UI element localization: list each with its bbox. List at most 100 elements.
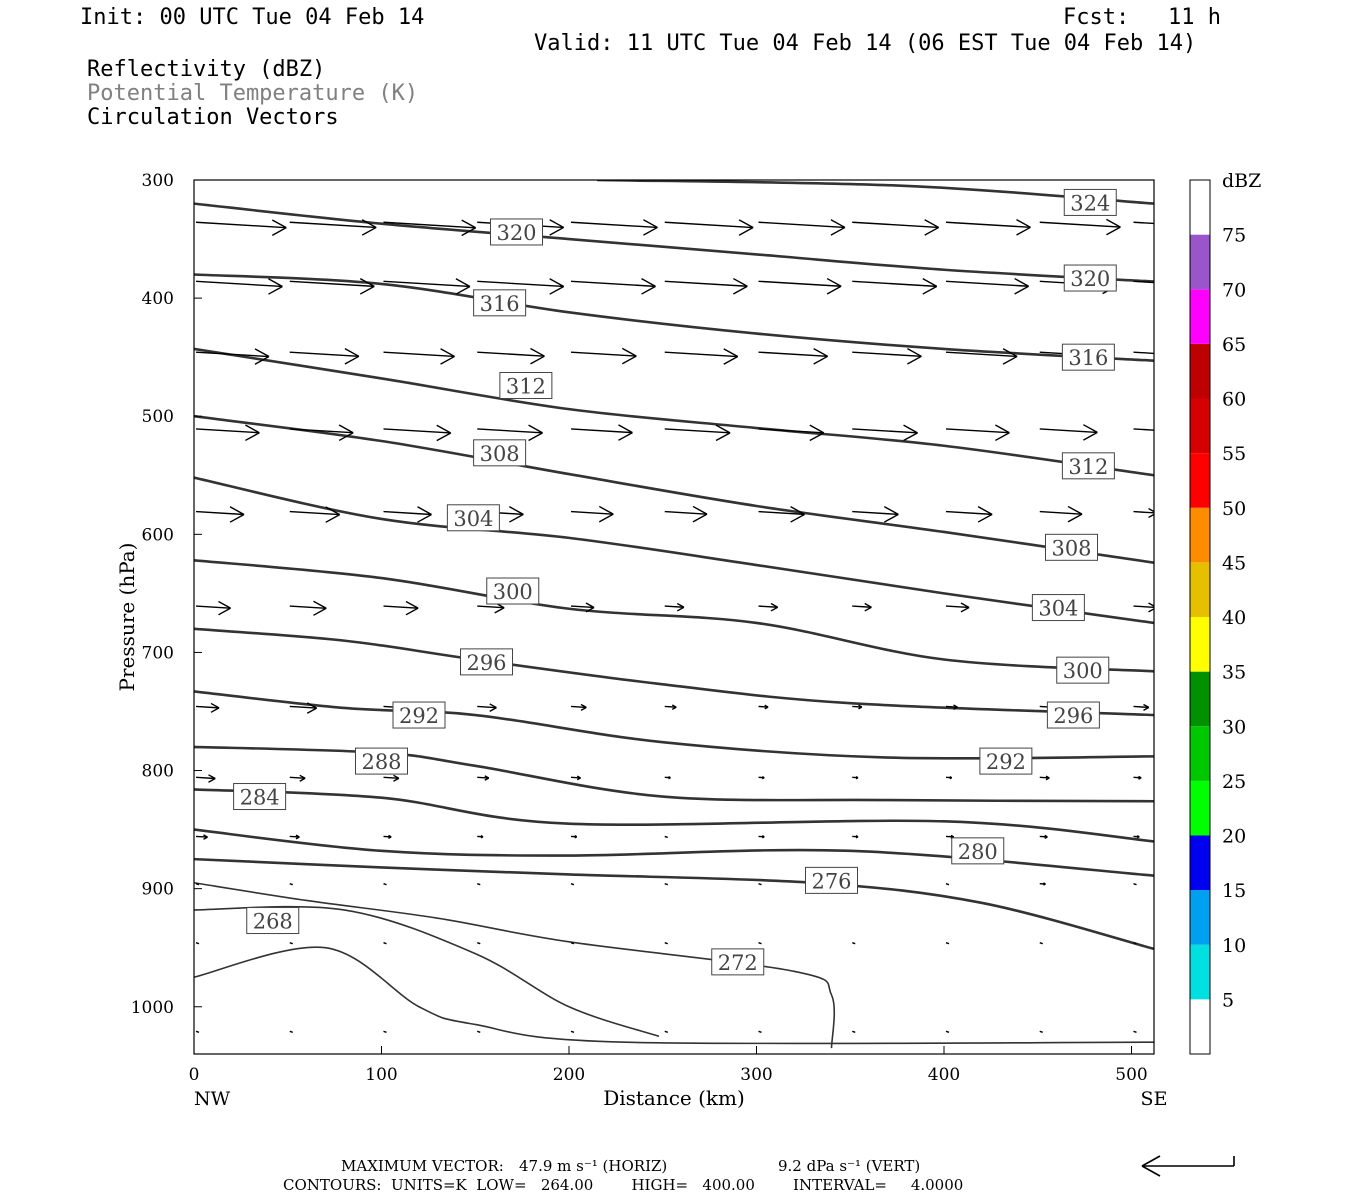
vector-head xyxy=(1173,432,1187,440)
circulation-vector xyxy=(383,348,455,365)
vector-head xyxy=(440,348,455,358)
vector-head xyxy=(903,432,918,442)
circulation-vector xyxy=(945,219,1031,236)
theta-contour-292 xyxy=(194,690,1154,760)
vector-shaft xyxy=(852,428,918,434)
circulation-vector xyxy=(1039,424,1098,441)
vector-shaft xyxy=(477,776,489,779)
vector-head xyxy=(855,836,859,839)
vector-shaft xyxy=(852,351,922,358)
vector-shaft xyxy=(852,942,856,945)
vector-shaft xyxy=(195,1030,200,1033)
circulation-vector xyxy=(1133,1030,1137,1033)
vector-shaft xyxy=(570,705,587,709)
vector-head xyxy=(359,278,375,287)
vector-head xyxy=(417,506,432,516)
vector-shaft xyxy=(945,882,950,886)
vector-head xyxy=(440,355,455,365)
circulation-vector xyxy=(1133,221,1154,225)
circulation-vector xyxy=(383,600,419,616)
vector-head xyxy=(676,602,685,608)
y-tick-label: 700 xyxy=(142,643,174,663)
vector-head xyxy=(1083,431,1098,441)
vector-shaft xyxy=(477,882,481,886)
colorbar-title: dBZ xyxy=(1222,170,1261,192)
colorbar-swatch xyxy=(1190,726,1210,781)
circulation-vector xyxy=(664,835,668,839)
vector-shaft xyxy=(477,605,505,609)
circulation-vector xyxy=(195,702,220,713)
vector-head xyxy=(436,424,452,434)
vector-shaft xyxy=(664,280,748,287)
vector-shaft xyxy=(195,882,200,886)
vector-shaft xyxy=(945,1030,950,1033)
vector-shaft xyxy=(195,280,283,288)
vector-head xyxy=(313,607,327,616)
vector-head xyxy=(388,836,392,839)
vector-head xyxy=(671,706,677,711)
circulation-vector xyxy=(1133,882,1137,886)
y-tick-label: 300 xyxy=(142,171,174,191)
vector-head xyxy=(393,777,400,782)
vector-shaft xyxy=(195,221,287,229)
forecast-hour: 11 h xyxy=(1168,5,1221,30)
colorbar-label: 60 xyxy=(1222,389,1246,411)
max-vector-horizontal: 47.9 m s⁻¹ (HORIZ) xyxy=(519,1157,668,1175)
contour-label: 296 xyxy=(466,651,506,675)
vector-head xyxy=(692,505,708,515)
theta-contour-312 xyxy=(194,347,1154,477)
contour-label: 324 xyxy=(1070,191,1110,215)
circulation-vector xyxy=(477,942,481,945)
colorbar-swatch xyxy=(1190,890,1210,945)
theta-contour-276 xyxy=(194,857,1154,951)
vector-head xyxy=(1148,608,1154,613)
vector-head xyxy=(995,424,1010,434)
vector-head xyxy=(960,606,970,613)
colorbar-swatch xyxy=(1190,289,1210,344)
vector-shaft xyxy=(383,510,432,516)
vector-shaft xyxy=(758,351,828,358)
vector-shaft xyxy=(195,605,231,609)
vector-head xyxy=(1014,285,1029,295)
vector-head xyxy=(1143,706,1150,711)
contour-label-box xyxy=(355,747,408,775)
vector-head xyxy=(325,513,341,523)
vector-shaft xyxy=(945,280,1029,287)
vector-head xyxy=(884,506,899,515)
colorbar-swatch xyxy=(1190,671,1210,727)
vector-head xyxy=(245,432,260,442)
vector-shaft xyxy=(477,942,481,945)
vector-shaft xyxy=(477,280,564,288)
vector-head xyxy=(461,227,477,237)
vector-shaft xyxy=(758,1030,762,1033)
contour-label-box xyxy=(460,648,513,676)
vector-head xyxy=(271,227,287,236)
y-axis-title: Pressure (hPa) xyxy=(115,543,139,692)
vector-shaft xyxy=(664,835,668,839)
colorbar-label: 55 xyxy=(1222,443,1246,465)
circulation-vector xyxy=(570,602,595,613)
circulation-vector xyxy=(664,1030,668,1033)
vector-head xyxy=(580,706,587,711)
circulation-vector xyxy=(758,506,805,523)
vector-head xyxy=(618,424,633,434)
vector-head xyxy=(344,347,360,357)
circulation-vector xyxy=(383,219,477,237)
reference-vector xyxy=(1141,1155,1235,1177)
colorbar-label: 25 xyxy=(1222,771,1246,793)
vector-head xyxy=(576,777,581,781)
vector-shaft xyxy=(570,280,656,288)
vector-shaft xyxy=(1039,942,1043,945)
vector-shaft xyxy=(852,1030,856,1033)
vector-head xyxy=(733,285,748,295)
vector-head xyxy=(692,513,708,523)
vector-shaft xyxy=(758,428,824,434)
circulation-vector xyxy=(945,348,1018,365)
vector-head xyxy=(761,836,765,839)
vector-head xyxy=(813,355,828,365)
vector-head xyxy=(455,285,471,295)
vector-head xyxy=(405,600,419,609)
vector-head xyxy=(1173,424,1187,432)
vector-shaft xyxy=(1039,428,1098,434)
